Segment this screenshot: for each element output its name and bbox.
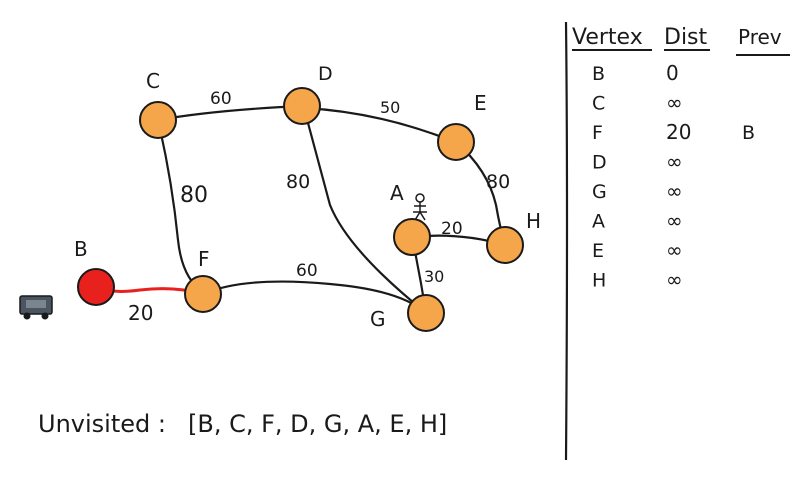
unvisited-list: [B, C, F, D, G, A, E, H] xyxy=(188,410,447,438)
weight-f-g: 60 xyxy=(296,261,318,281)
table-cell-vertex: E xyxy=(592,240,604,262)
node-g[interactable] xyxy=(407,294,445,332)
label-e: E xyxy=(474,91,487,115)
table-divider xyxy=(564,21,569,461)
table-cell-vertex: H xyxy=(592,270,606,292)
table-cell-vertex: C xyxy=(592,93,605,115)
stick-figure-icon xyxy=(413,193,427,221)
table-cell-vertex: F xyxy=(592,122,603,144)
label-d: D xyxy=(318,63,333,85)
weight-e-h: 80 xyxy=(486,171,510,193)
header-vertex: Vertex xyxy=(572,25,643,50)
car-icon xyxy=(19,295,53,320)
node-layer xyxy=(77,87,524,332)
node-a[interactable] xyxy=(393,218,431,256)
edge-d-e xyxy=(303,106,456,144)
header-prev: Prev xyxy=(738,25,782,49)
edge-d-g xyxy=(302,107,426,313)
weight-a-h: 20 xyxy=(441,219,463,239)
weight-c-d: 60 xyxy=(210,89,232,109)
label-b: B xyxy=(74,237,88,261)
node-h[interactable] xyxy=(486,226,524,264)
node-e[interactable] xyxy=(437,123,475,161)
node-b[interactable] xyxy=(77,268,115,306)
table-cell-vertex: A xyxy=(592,211,605,233)
table-cell-dist: ∞ xyxy=(666,91,683,115)
weight-a-g: 30 xyxy=(424,267,444,286)
node-f[interactable] xyxy=(184,275,222,313)
table-cell-dist: ∞ xyxy=(666,150,683,174)
edge-f-g xyxy=(202,280,427,314)
table-body: B 0 C ∞ F 20 B D ∞ G ∞ A ∞ E ∞ H ∞ xyxy=(592,61,755,292)
node-d[interactable] xyxy=(283,87,321,125)
table-cell-vertex: B xyxy=(592,63,605,85)
node-c[interactable] xyxy=(139,101,177,139)
weight-d-e: 50 xyxy=(380,98,400,117)
label-f: F xyxy=(198,247,210,271)
table-cell-dist: ∞ xyxy=(666,238,683,262)
label-a: A xyxy=(390,181,404,205)
table-cell-vertex: D xyxy=(592,152,607,174)
table-cell-vertex: G xyxy=(592,181,607,203)
edge-c-f xyxy=(156,119,204,293)
table-cell-dist: 20 xyxy=(666,120,691,144)
unvisited-label: Unvisited : xyxy=(38,410,166,438)
table-cell-prev: B xyxy=(742,122,755,144)
header-dist: Dist xyxy=(664,25,708,50)
table-cell-dist: 0 xyxy=(666,61,679,85)
table-cell-dist: ∞ xyxy=(666,268,683,292)
weight-c-f: 80 xyxy=(180,183,208,208)
table-cell-dist: ∞ xyxy=(666,209,683,233)
weight-d-g: 80 xyxy=(286,171,310,193)
weight-b-f: 20 xyxy=(128,301,153,325)
table-cell-dist: ∞ xyxy=(666,179,683,203)
label-c: C xyxy=(146,69,160,93)
label-h: H xyxy=(526,209,541,233)
label-g: G xyxy=(370,307,386,331)
